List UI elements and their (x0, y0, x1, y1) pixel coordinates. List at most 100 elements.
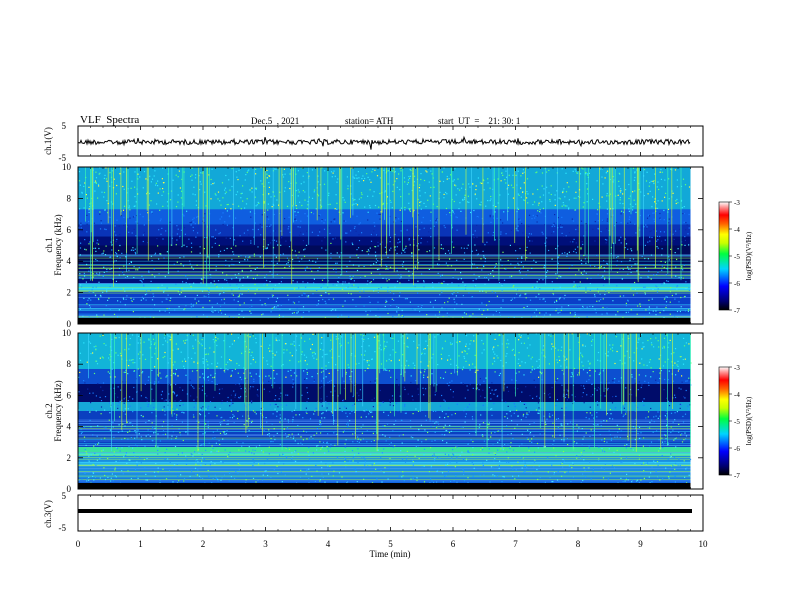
spectrogram-speckle (560, 276, 562, 278)
spectrogram-speckle (199, 414, 202, 416)
spectrogram-speckle (483, 349, 485, 351)
spectrogram-speckle (551, 232, 553, 234)
spectrogram-speckle (561, 252, 563, 254)
spectrogram-speckle (117, 386, 119, 388)
spectrogram-speckle (198, 475, 201, 477)
spectrogram-speckle (107, 476, 109, 479)
spectrogram-speckle (161, 301, 163, 303)
spectrogram-speckle (517, 362, 519, 365)
spectrogram-speckle (329, 446, 331, 448)
spectrogram-speckle (679, 464, 681, 467)
spectrogram-speckle (98, 298, 100, 301)
spectrogram-speckle (402, 335, 404, 337)
spectrogram-speckle (109, 402, 111, 404)
spectrogram-speckle (367, 176, 369, 178)
spectrogram-speckle (125, 454, 127, 457)
spectrogram-speckle (429, 250, 431, 252)
spectrogram-speckle (522, 415, 524, 417)
spectrogram-speckle (652, 310, 654, 312)
spectrogram-speckle (381, 241, 383, 243)
spectrogram-speckle (413, 367, 415, 369)
spectrogram-speckle (434, 314, 436, 316)
spectrogram-speckle (100, 222, 102, 224)
spectrogram-speckle (627, 222, 629, 224)
spectrogram-speckle (553, 473, 555, 476)
spectrogram-speckle (265, 375, 267, 377)
spectrogram-speckle (614, 225, 616, 227)
spectrogram-speckle (575, 191, 577, 193)
spectrogram-speckle (602, 450, 604, 452)
spectrogram-speckle (257, 246, 259, 248)
spectrogram-speckle (141, 281, 143, 283)
spectrogram-speckle (320, 401, 322, 403)
spectrogram-speckle (666, 296, 668, 298)
spectrogram-speckle (88, 211, 90, 213)
spectrogram-speckle (279, 417, 281, 419)
spectrogram-speckle (629, 221, 632, 223)
spectrogram-speckle (176, 436, 178, 438)
spectrogram-speckle (99, 357, 101, 359)
spectrogram-speckle (510, 299, 512, 301)
spectrogram-speckle (525, 297, 527, 299)
spectrogram-speckle (338, 472, 341, 474)
spectrogram-speckle (190, 224, 192, 226)
spectrogram-speckle (480, 201, 482, 203)
spectrogram-speckle (408, 202, 410, 204)
spectrogram-speckle (513, 285, 515, 287)
spectrogram-speckle (394, 247, 396, 249)
spectrogram-speckle (172, 481, 174, 483)
spectrogram-speckle (465, 343, 467, 345)
spectrogram-speckle (423, 202, 425, 204)
spectrogram-speckle (244, 350, 246, 353)
spectrogram-speckle (244, 179, 246, 181)
start-time-label: start UT = 21: 30: 1 (438, 116, 521, 126)
spectrogram-speckle (134, 196, 136, 198)
spectrogram-speckle (620, 222, 622, 224)
spectrogram-speckle (190, 303, 192, 305)
spectrogram-speckle (647, 193, 649, 195)
spectrogram-speckle (198, 452, 200, 454)
spectrogram-speckle (577, 172, 579, 174)
spectrogram-speckle (572, 476, 574, 478)
spectrogram-speckle (180, 289, 182, 291)
spectrogram-speckle (386, 301, 388, 303)
spectrogram-speckle (371, 411, 373, 413)
spectrogram-speckle (552, 294, 555, 296)
spectrogram-speckle (656, 186, 658, 188)
spectrogram-speckle (503, 211, 505, 213)
spectrogram-speckle (147, 379, 149, 381)
spectrogram-speckle (525, 274, 527, 276)
spectrogram-speckle (511, 298, 513, 300)
spectrogram-speckle (103, 314, 105, 316)
spectrogram-speckle (561, 190, 564, 193)
spectrogram-speckle (237, 337, 239, 339)
spectrogram-speckle (380, 286, 382, 289)
spectrogram-speckle (155, 184, 157, 186)
spectrogram-speckle (257, 228, 259, 231)
spectrogram-speckle (377, 301, 379, 303)
spectrogram-speckle (539, 298, 541, 300)
spectrogram-speckle (392, 190, 394, 192)
spectrogram-speckle (164, 310, 166, 312)
spectrogram-speckle (78, 462, 81, 464)
spectrogram-speckle (357, 462, 359, 464)
spectrogram-speckle (531, 218, 533, 220)
spectrogram-speckle (186, 393, 188, 395)
spectrogram-speckle (163, 290, 165, 292)
spectrogram-speckle (102, 357, 104, 359)
station-label: station= ATH (345, 116, 394, 126)
spectrogram-speckle (115, 280, 117, 282)
spectrogram-speckle (483, 242, 485, 244)
spectrogram-speckle (538, 293, 540, 295)
spectrogram-speckle (408, 238, 410, 240)
spectrogram-speckle (595, 312, 597, 314)
spectrogram-speckle (442, 248, 444, 250)
spectrogram-speckle (387, 286, 389, 288)
spectrogram-speckle (611, 437, 613, 439)
spectrogram-speckle (129, 430, 131, 432)
spectrogram-speckle (547, 270, 549, 272)
spectrogram-speckle (177, 270, 179, 272)
spectrogram-speckle (298, 301, 300, 303)
spectrogram-speckle (383, 471, 385, 474)
spectrogram-speckle (252, 357, 254, 359)
